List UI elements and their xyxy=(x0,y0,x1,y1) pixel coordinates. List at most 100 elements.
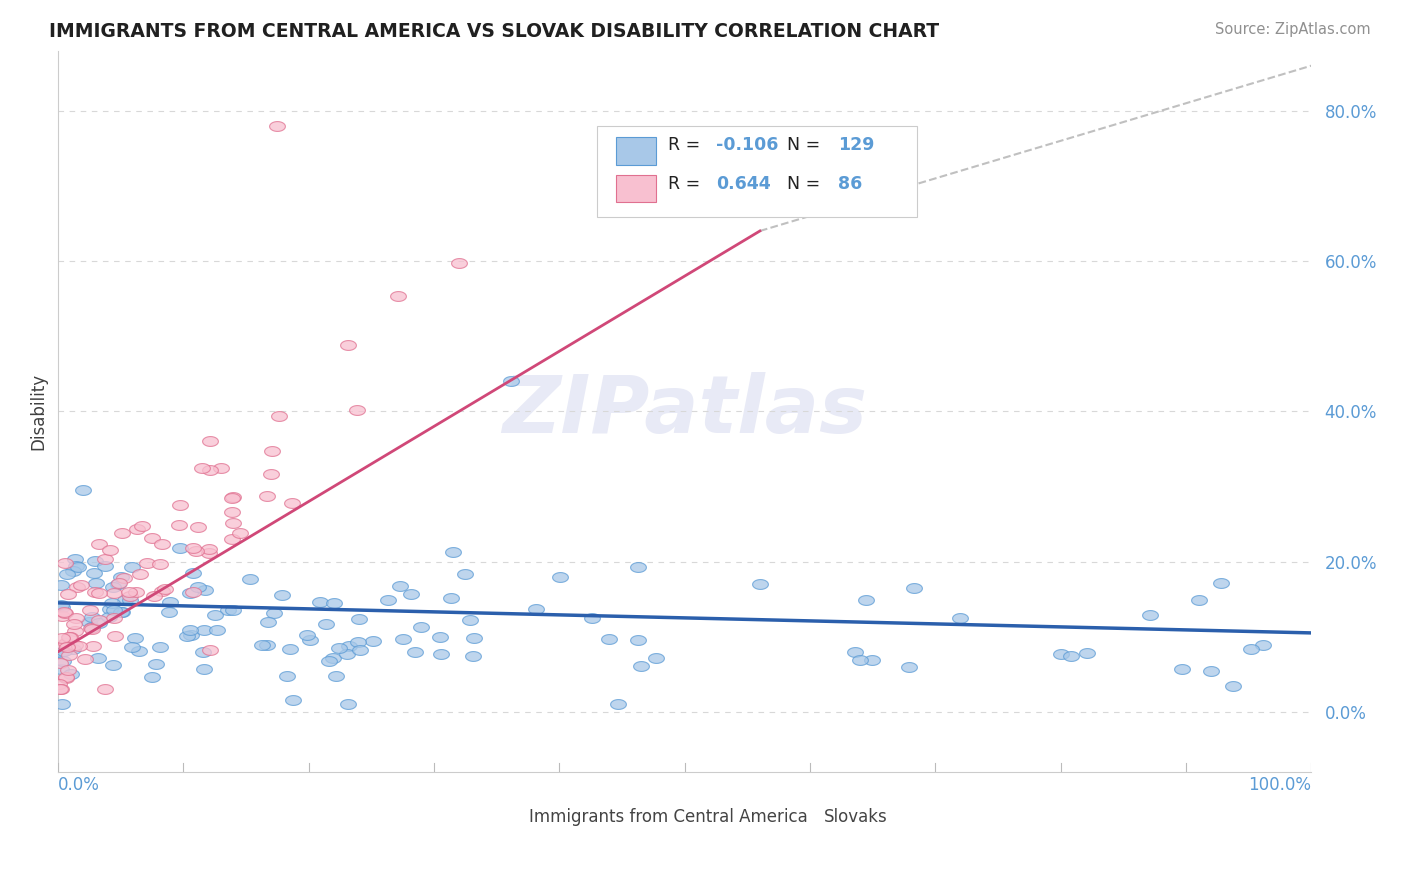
Point xyxy=(855,593,877,607)
Point xyxy=(461,648,484,663)
Point xyxy=(55,670,77,684)
Point xyxy=(270,588,292,602)
Point xyxy=(179,623,201,637)
Point xyxy=(193,662,215,676)
Point xyxy=(110,525,132,540)
Point xyxy=(262,444,284,458)
Point xyxy=(82,640,104,654)
Point xyxy=(121,640,143,655)
Point xyxy=(222,603,245,617)
Text: 129: 129 xyxy=(838,136,875,153)
Point xyxy=(222,490,245,504)
Point xyxy=(63,551,86,566)
Point xyxy=(84,554,107,568)
Point xyxy=(53,556,76,570)
Point xyxy=(328,641,350,656)
Point xyxy=(263,606,285,620)
Point xyxy=(1240,641,1263,656)
Point xyxy=(111,605,134,619)
Point xyxy=(52,638,75,652)
Point xyxy=(337,338,360,352)
Point xyxy=(107,576,129,591)
Point xyxy=(70,578,93,592)
Point xyxy=(49,656,72,670)
Point xyxy=(278,641,301,656)
Point xyxy=(181,566,204,580)
FancyBboxPatch shape xyxy=(616,175,655,202)
Point xyxy=(141,670,163,684)
Point xyxy=(449,256,471,270)
Point xyxy=(141,532,163,546)
Point xyxy=(221,532,243,546)
Point xyxy=(51,608,73,623)
Text: ZIPatlas: ZIPatlas xyxy=(502,372,868,450)
Point xyxy=(58,648,80,662)
Point xyxy=(176,629,198,643)
Point xyxy=(346,402,368,417)
Point xyxy=(606,698,628,712)
Point xyxy=(94,552,117,566)
Point xyxy=(548,570,571,584)
Point xyxy=(128,644,150,658)
Point xyxy=(217,603,239,617)
Point xyxy=(59,630,82,644)
Point xyxy=(169,498,191,512)
Point xyxy=(66,580,89,594)
Point xyxy=(336,647,359,661)
Text: R =: R = xyxy=(668,136,700,153)
Point xyxy=(87,586,110,600)
Point xyxy=(112,571,135,585)
Point xyxy=(259,467,281,481)
Point xyxy=(98,609,121,624)
Point xyxy=(58,630,80,644)
Point xyxy=(198,542,221,557)
Point xyxy=(598,632,620,646)
Point xyxy=(77,615,100,629)
Point xyxy=(204,607,226,622)
Point xyxy=(209,460,232,475)
Point xyxy=(87,537,110,551)
Point xyxy=(280,496,302,510)
Point xyxy=(80,610,103,624)
Point xyxy=(169,518,191,533)
Point xyxy=(63,617,86,632)
Point xyxy=(630,659,652,673)
Point xyxy=(65,558,87,573)
Point xyxy=(844,645,866,659)
Text: 0.644: 0.644 xyxy=(716,175,770,193)
Point xyxy=(1209,575,1232,590)
Point xyxy=(1076,646,1098,660)
Point xyxy=(103,658,125,673)
Point xyxy=(80,622,103,636)
Point xyxy=(1050,648,1073,662)
Point xyxy=(315,617,337,632)
Point xyxy=(62,642,84,657)
Point xyxy=(347,635,370,649)
Point xyxy=(87,613,110,627)
Point xyxy=(439,591,461,605)
Point xyxy=(1222,679,1244,693)
Text: R =: R = xyxy=(668,175,700,193)
Point xyxy=(120,590,142,604)
Point xyxy=(194,582,217,597)
Point xyxy=(267,409,290,424)
Point xyxy=(363,634,385,648)
Point xyxy=(107,577,129,591)
Point xyxy=(276,669,298,683)
Point xyxy=(114,592,136,607)
Point xyxy=(136,557,159,571)
Point xyxy=(387,289,409,303)
Point xyxy=(903,581,925,595)
Point xyxy=(187,580,209,594)
Point xyxy=(121,560,143,574)
Point xyxy=(430,647,453,661)
Point xyxy=(392,632,415,646)
Point xyxy=(325,669,347,683)
Point xyxy=(281,693,304,707)
Text: 0.0%: 0.0% xyxy=(58,776,100,794)
Point xyxy=(627,632,650,647)
Point xyxy=(191,645,214,659)
Point xyxy=(222,516,245,531)
Point xyxy=(193,623,215,637)
Point xyxy=(318,654,340,668)
